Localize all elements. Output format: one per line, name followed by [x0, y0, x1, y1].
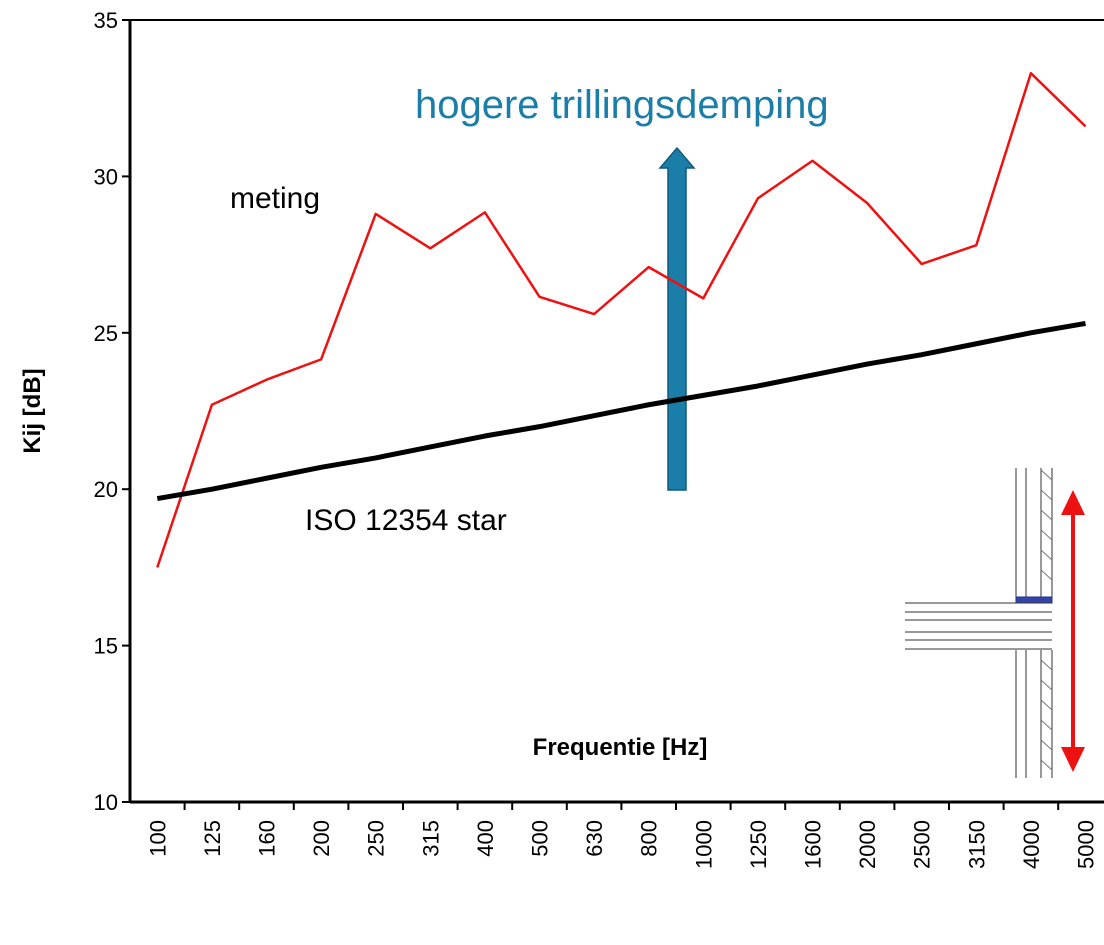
x-tick-label: 200	[309, 820, 334, 857]
x-axis-label: Frequentie [Hz]	[533, 734, 708, 761]
x-tick-label: 2000	[855, 820, 880, 869]
y-tick-label: 20	[94, 477, 118, 502]
y-tick-label: 35	[94, 8, 118, 33]
x-tick-label: 630	[582, 820, 607, 857]
y-tick-label: 25	[94, 321, 118, 346]
x-tick-label: 2500	[910, 820, 935, 869]
detail-drawing	[905, 468, 1053, 778]
arrow	[658, 146, 696, 491]
y-tick-label: 15	[94, 634, 118, 659]
x-tick-label: 160	[255, 820, 280, 857]
x-tick-label: 315	[418, 820, 443, 857]
x-tick-label: 500	[528, 820, 553, 857]
x-tick-label: 250	[364, 820, 389, 857]
x-tick-label: 1600	[801, 820, 826, 869]
x-tick-label: 1000	[691, 820, 716, 869]
annotation: hogere trillingsdemping	[415, 83, 829, 127]
series-line	[156, 71, 1087, 568]
series-label: ISO 12354 star	[305, 504, 507, 537]
series-label: meting	[230, 182, 320, 215]
y-tick-label: 30	[94, 164, 118, 189]
x-tick-label: 400	[473, 820, 498, 857]
double-arrow	[1061, 490, 1085, 772]
series-line	[156, 320, 1086, 502]
x-tick-label: 125	[200, 820, 225, 857]
x-tick-label: 4000	[1019, 820, 1044, 869]
x-tick-label: 800	[637, 820, 662, 857]
x-tick-label: 100	[145, 820, 170, 857]
x-tick-label: 1250	[746, 820, 771, 869]
y-tick-label: 10	[94, 790, 118, 815]
x-tick-label: 5000	[1074, 820, 1099, 869]
y-axis-label: Kij [dB]	[19, 368, 46, 453]
x-tick-label: 3150	[964, 820, 989, 869]
